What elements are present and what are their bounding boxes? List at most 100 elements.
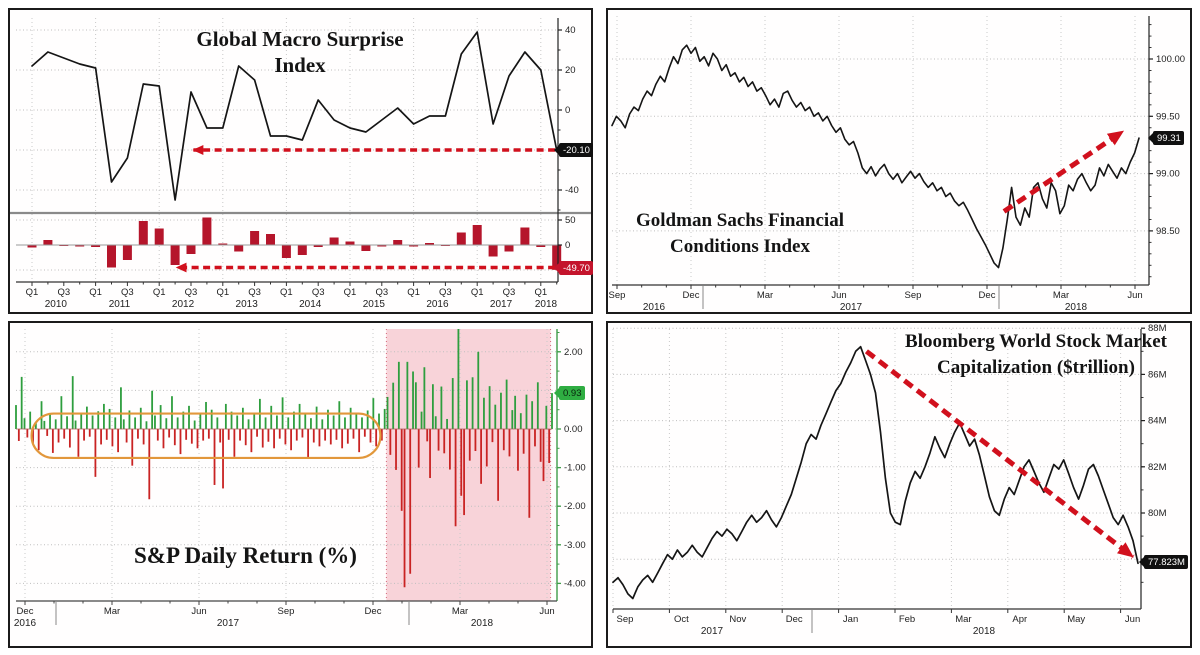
svg-text:Sep: Sep <box>278 606 295 617</box>
svg-text:2010: 2010 <box>45 299 68 310</box>
svg-text:Dec: Dec <box>786 614 803 625</box>
svg-text:Q1: Q1 <box>153 287 166 298</box>
macro-bar-last-value-tag: -49.70 <box>554 261 593 275</box>
svg-text:2018: 2018 <box>973 626 996 637</box>
svg-text:40: 40 <box>565 25 576 36</box>
sp-last-value-tag: 0.93 <box>554 386 585 400</box>
svg-text:2018: 2018 <box>471 618 494 629</box>
svg-text:2016: 2016 <box>643 302 666 312</box>
svg-text:Jun: Jun <box>191 606 206 617</box>
svg-text:Q1: Q1 <box>89 287 102 298</box>
macro-quarterly-bars <box>27 217 562 270</box>
goldman-fci-title-line1: Goldman Sachs Financial <box>636 210 844 231</box>
goldman-fci-title-line2: Conditions Index <box>670 236 810 257</box>
svg-text:Q1: Q1 <box>407 287 420 298</box>
cap-trend-arrow <box>864 349 1135 559</box>
svg-text:-40: -40 <box>565 185 579 196</box>
svg-text:Mar: Mar <box>1053 290 1069 301</box>
svg-text:2.00: 2.00 <box>564 347 583 358</box>
svg-text:Mar: Mar <box>757 290 773 301</box>
svg-text:Dec: Dec <box>979 290 996 301</box>
goldman-fci-chart: 100.00 99.50 99.00 98.50 Sep Dec Mar Jun Sep Dec M… <box>609 16 1185 312</box>
svg-text:2017: 2017 <box>490 299 513 310</box>
svg-text:2013: 2013 <box>236 299 259 310</box>
svg-text:2017: 2017 <box>840 302 863 312</box>
svg-text:-1.00: -1.00 <box>564 463 586 474</box>
fci-trend-arrow <box>1002 129 1125 214</box>
svg-text:Mar: Mar <box>452 606 468 617</box>
svg-text:2011: 2011 <box>109 299 131 310</box>
svg-text:Dec: Dec <box>365 606 382 617</box>
svg-text:Q1: Q1 <box>216 287 229 298</box>
svg-text:Sep: Sep <box>905 290 922 301</box>
svg-text:Q1: Q1 <box>280 287 293 298</box>
svg-text:Q1: Q1 <box>471 287 484 298</box>
panel-global-macro: 40 20 0 -40 50 0 Q1 Q3 Q1 Q3 Q1 Q3 Q1 Q3 Q1 Q3 Q1 Q3 Q1 Q3 Q… <box>8 8 593 314</box>
svg-text:Mar: Mar <box>955 614 971 625</box>
svg-text:Jun: Jun <box>1125 614 1140 625</box>
macro-line-series <box>31 31 558 201</box>
world-market-cap-title-line2: Capitalization ($trillion) <box>937 357 1135 378</box>
svg-text:Jun: Jun <box>1127 290 1142 301</box>
svg-text:82M: 82M <box>1148 462 1167 473</box>
world-market-cap-title-line1: Bloomberg World Stock Market <box>905 331 1167 352</box>
svg-text:Q3: Q3 <box>439 287 452 298</box>
svg-text:Q3: Q3 <box>57 287 70 298</box>
macro-last-value-tag: -20.10 <box>554 143 593 157</box>
svg-text:Q3: Q3 <box>121 287 134 298</box>
world-market-cap-title: Bloomberg World Stock Market Capitalizat… <box>885 329 1187 381</box>
cap-line-series <box>612 345 1139 600</box>
global-macro-chart: 40 20 0 -40 50 0 Q1 Q3 Q1 Q3 Q1 Q3 Q1 Q3 Q1 Q3 Q1 Q3 Q1 Q3 Q… <box>10 18 591 310</box>
svg-text:100.00: 100.00 <box>1156 54 1185 65</box>
svg-text:2018: 2018 <box>1065 302 1088 312</box>
svg-text:50: 50 <box>565 215 576 226</box>
svg-text:2016: 2016 <box>14 618 37 629</box>
svg-text:Q3: Q3 <box>375 287 388 298</box>
svg-text:86M: 86M <box>1148 369 1167 380</box>
svg-text:Q3: Q3 <box>503 287 516 298</box>
svg-text:Q3: Q3 <box>312 287 325 298</box>
panel-sp-daily-return: 2.00 0.00 -1.00 -2.00 -3.00 -4.00 Dec Mar Jun Sep… <box>8 321 593 648</box>
svg-text:Jun: Jun <box>539 606 554 617</box>
svg-text:Sep: Sep <box>609 290 626 301</box>
svg-text:2012: 2012 <box>172 299 195 310</box>
svg-text:May: May <box>1067 614 1085 625</box>
svg-text:99.50: 99.50 <box>1156 111 1180 122</box>
sp-daily-return-title: S&P Daily Return (%) <box>134 543 357 568</box>
svg-text:Jun: Jun <box>831 290 846 301</box>
svg-text:0.00: 0.00 <box>564 424 583 435</box>
svg-text:-4.00: -4.00 <box>564 578 586 589</box>
svg-text:2017: 2017 <box>701 626 724 637</box>
svg-text:Q1: Q1 <box>344 287 357 298</box>
svg-text:0: 0 <box>565 240 570 251</box>
calm-period-callout <box>30 412 382 460</box>
svg-text:2017: 2017 <box>217 618 240 629</box>
svg-text:Q3: Q3 <box>248 287 261 298</box>
svg-text:2014: 2014 <box>299 299 322 310</box>
fci-line-series <box>611 44 1140 269</box>
svg-text:Apr: Apr <box>1012 614 1027 625</box>
svg-text:-3.00: -3.00 <box>564 540 586 551</box>
svg-text:Oct: Oct <box>674 614 689 625</box>
svg-text:Q1: Q1 <box>534 287 547 298</box>
sp-daily-return-chart: 2.00 0.00 -1.00 -2.00 -3.00 -4.00 Dec Mar Jun Sep… <box>14 329 586 629</box>
svg-text:-2.00: -2.00 <box>564 501 586 512</box>
svg-text:2015: 2015 <box>363 299 386 310</box>
svg-text:Q3: Q3 <box>185 287 198 298</box>
svg-text:Sep: Sep <box>617 614 634 625</box>
svg-text:Jan: Jan <box>843 614 858 625</box>
svg-text:84M: 84M <box>1148 416 1167 427</box>
svg-text:Feb: Feb <box>899 614 915 625</box>
panel-world-market-cap: 88M 86M 84M 82M 80M Sep Oct Nov Dec Jan Feb Mar Apr M… <box>606 321 1192 648</box>
svg-text:80M: 80M <box>1148 508 1167 519</box>
goldman-fci-title: Goldman Sachs Financial Conditions Index <box>615 208 865 260</box>
fci-last-value-tag: 99.31 <box>1148 131 1184 145</box>
svg-text:99.00: 99.00 <box>1156 169 1180 180</box>
cap-last-value-tag: 77.823M <box>1139 555 1188 569</box>
svg-text:0: 0 <box>565 105 570 116</box>
svg-text:2018: 2018 <box>535 299 558 310</box>
svg-text:Q1: Q1 <box>26 287 39 298</box>
svg-text:Nov: Nov <box>729 614 746 625</box>
svg-text:98.50: 98.50 <box>1156 226 1180 237</box>
